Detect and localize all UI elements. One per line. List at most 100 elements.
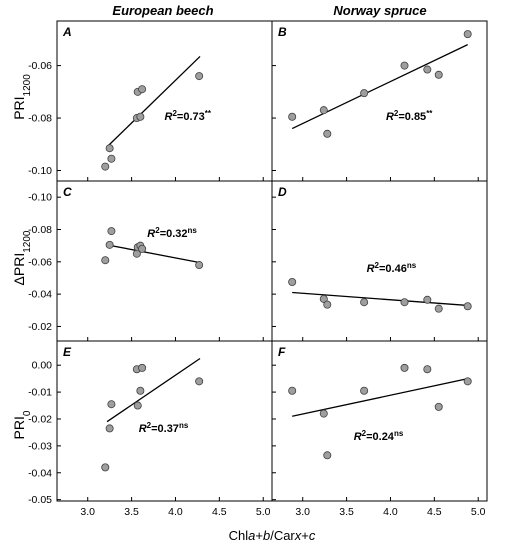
panel-e-fit-line — [106, 357, 201, 423]
panel-d-frame — [271, 180, 488, 342]
panel-e-ytick-label-1: -0.01 — [28, 387, 52, 399]
panel-b-point-3 — [360, 89, 369, 98]
panel-e-point-0 — [101, 463, 110, 472]
panel-a-ytick-label-2: -0.10 — [28, 165, 52, 177]
panel-d-letter: D — [278, 185, 287, 199]
panel-e-point-2 — [107, 400, 116, 409]
panel-a-point-5 — [136, 112, 145, 121]
panel-e-xtick-label-3: 4.5 — [212, 506, 227, 518]
panel-d-r2-label: R2=0.46ns — [367, 261, 417, 276]
panel-a-point-2 — [107, 154, 116, 163]
panel-f-point-0 — [288, 386, 297, 395]
panel-e-frame — [56, 340, 273, 502]
panel-f-point-5 — [423, 365, 432, 374]
panel-c: -0.10 -0.08 -0.06 -0.04 -0.02 C R2=0.32ns — [28, 180, 273, 342]
panel-f-point-7 — [463, 377, 472, 386]
panel-c-frame — [56, 180, 273, 342]
panel-e-point-1 — [105, 424, 114, 433]
panel-e-point-6 — [138, 363, 147, 372]
panel-f: 3.0 3.5 4.0 4.5 5.0 F R2=0.24ns — [271, 340, 488, 518]
panel-d-point-1 — [319, 294, 328, 303]
panel-a-r2-label: R2=0.73** — [165, 109, 212, 124]
panel-b-point-2 — [323, 129, 332, 138]
panel-e-ytick-label-4: -0.04 — [28, 467, 52, 479]
panel-d-point-4 — [400, 298, 409, 307]
panel-f-frame — [271, 340, 488, 502]
panel-e-xtick-label-4: 5.0 — [256, 506, 271, 518]
panel-b-point-6 — [434, 70, 443, 79]
panel-f-point-4 — [400, 363, 409, 372]
panel-d-point-6 — [434, 304, 443, 313]
ylabel-delta-pri1200: ΔPRI1200 — [11, 230, 33, 285]
panel-f-fit-line — [292, 378, 468, 417]
panel-a-letter: A — [62, 25, 72, 39]
panel-c-letter: C — [63, 185, 72, 199]
panel-a: -0.06 -0.08 -0.10 A R2=0.73** — [28, 20, 273, 182]
panel-a-point-6 — [138, 85, 147, 94]
panel-c-ytick-label-2: -0.06 — [28, 256, 52, 268]
panel-d-fit-line — [292, 291, 468, 307]
panel-f-xtick-label-0: 3.0 — [295, 506, 310, 518]
panel-b-letter: B — [278, 25, 287, 39]
panel-b-frame — [271, 20, 488, 182]
panel-e-point-5 — [136, 386, 145, 395]
panel-e-letter: E — [63, 345, 72, 359]
panel-c-point-6 — [138, 244, 147, 253]
panel-e-r2-label: R2=0.37ns — [139, 421, 189, 436]
ylabel-pri1200: PRI1200 — [11, 74, 33, 120]
panel-c-point-1 — [105, 240, 114, 249]
panel-d-point-7 — [463, 302, 472, 311]
panel-e-xtick-label-1: 3.5 — [124, 506, 139, 518]
panel-f-point-1 — [319, 409, 328, 418]
panel-b-point-5 — [423, 65, 432, 74]
panel-e-ytick-label-3: -0.03 — [28, 440, 52, 452]
panel-b-point-1 — [319, 106, 328, 115]
x-axis-label: Chla+b/Carx+c — [229, 528, 316, 543]
panel-d-point-0 — [288, 278, 297, 287]
panel-c-r2-label: R2=0.32ns — [147, 226, 197, 241]
panel-a-fit-line — [106, 55, 201, 148]
panel-b-r2-label: R2=0.85** — [386, 109, 433, 124]
panel-f-xtick-label-2: 4.0 — [383, 506, 398, 518]
panel-b-point-7 — [463, 30, 472, 39]
panel-a-point-1 — [105, 144, 114, 153]
panel-a-frame — [56, 20, 273, 182]
panel-f-r2-label: R2=0.24ns — [354, 429, 404, 444]
column-title-spruce: Norway spruce — [333, 3, 426, 18]
panel-c-point-7 — [195, 261, 204, 270]
panel-e-point-4 — [133, 401, 142, 410]
panel-a-ytick-label-1: -0.08 — [28, 113, 52, 125]
panel-e-ytick-label-5: -0.05 — [28, 494, 52, 506]
panel-c-ytick-label-0: -0.10 — [28, 192, 52, 204]
panel-e: 3.0 3.5 4.0 4.5 5.0 0.00 -0.01 -0.02 -0.03 -0.04 -… — [28, 340, 273, 518]
panel-b-point-4 — [400, 61, 409, 70]
panel-f-point-6 — [434, 402, 443, 411]
panel-f-xtick-label-3: 4.5 — [427, 506, 442, 518]
panel-b: B R2=0.85** — [271, 20, 488, 182]
panel-e-point-7 — [195, 377, 204, 386]
panel-c-fit-line — [106, 244, 201, 264]
panel-e-xtick-label-0: 3.0 — [80, 506, 95, 518]
column-title-beech: European beech — [112, 3, 213, 18]
panel-e-ytick-label-2: -0.02 — [28, 413, 52, 425]
panel-f-point-2 — [323, 451, 332, 460]
panel-f-xtick-label-4: 5.0 — [471, 506, 486, 518]
panel-d: D R2=0.46ns — [271, 180, 488, 342]
panel-c-ytick-label-4: -0.02 — [28, 321, 52, 333]
panel-b-fit-line — [291, 44, 468, 130]
panel-d-point-2 — [323, 300, 332, 309]
panel-f-xtick-label-1: 3.5 — [339, 506, 354, 518]
panel-d-point-3 — [360, 298, 369, 307]
panel-d-point-5 — [423, 295, 432, 304]
panel-c-ytick-label-1: -0.08 — [28, 224, 52, 236]
panel-e-ytick-label-0: 0.00 — [32, 360, 53, 372]
panel-a-point-0 — [101, 162, 110, 171]
panel-b-point-0 — [288, 112, 297, 121]
panel-a-point-7 — [195, 72, 204, 81]
panel-e-xtick-label-2: 4.0 — [168, 506, 183, 518]
panels: -0.06 -0.08 -0.10 A R2=0.73** B R2=0.85** -0.10… — [28, 20, 488, 518]
panel-a-ytick-label-0: -0.06 — [28, 60, 52, 72]
panel-c-point-2 — [107, 227, 116, 236]
ylabel-pri0: PRI0 — [11, 410, 33, 439]
